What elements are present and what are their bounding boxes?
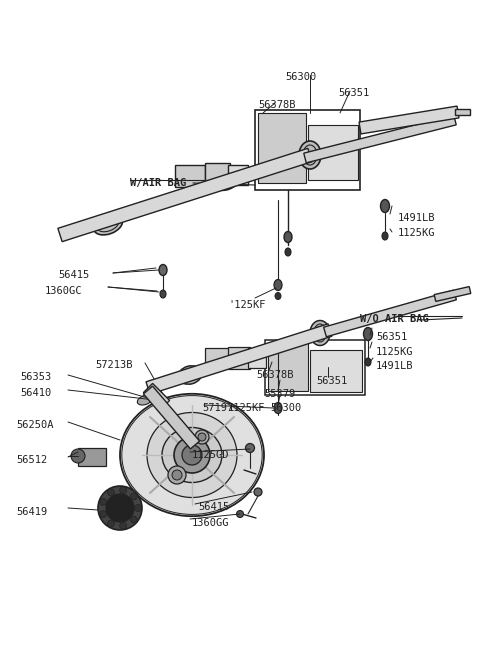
Ellipse shape	[178, 366, 202, 384]
Bar	[308, 125, 358, 180]
Polygon shape	[434, 286, 471, 302]
Text: 56353: 56353	[20, 372, 51, 382]
Text: 56300: 56300	[285, 72, 316, 82]
Polygon shape	[146, 324, 332, 394]
Text: '125KF: '125KF	[228, 300, 265, 310]
Ellipse shape	[237, 510, 243, 518]
Circle shape	[99, 499, 107, 505]
Bar	[258, 113, 306, 183]
Ellipse shape	[254, 488, 262, 496]
Text: 1125KG: 1125KG	[398, 228, 435, 238]
Ellipse shape	[381, 200, 389, 212]
Text: 56378B: 56378B	[258, 100, 296, 110]
Text: W/AIR BAG: W/AIR BAG	[130, 178, 186, 188]
Ellipse shape	[120, 394, 264, 516]
Text: 56351: 56351	[316, 376, 347, 386]
Text: 1360GG: 1360GG	[192, 518, 229, 528]
Polygon shape	[58, 148, 312, 242]
Circle shape	[120, 522, 127, 530]
Text: 1125GD: 1125GD	[192, 450, 229, 460]
Circle shape	[99, 510, 107, 518]
Ellipse shape	[274, 403, 282, 413]
Text: 1360GC: 1360GC	[45, 286, 83, 296]
Circle shape	[106, 494, 134, 522]
Ellipse shape	[160, 290, 166, 298]
Ellipse shape	[94, 215, 122, 235]
Bar	[268, 343, 308, 391]
Ellipse shape	[162, 428, 222, 482]
Ellipse shape	[365, 358, 371, 366]
Bar	[265, 340, 365, 395]
Ellipse shape	[299, 141, 321, 169]
Bar	[78, 448, 106, 466]
Text: 57213B: 57213B	[95, 360, 132, 370]
Ellipse shape	[382, 232, 388, 240]
Circle shape	[130, 516, 137, 523]
Ellipse shape	[245, 443, 254, 453]
Text: 56351: 56351	[376, 332, 407, 342]
Text: 56250A: 56250A	[16, 420, 53, 430]
Text: 1125KG: 1125KG	[376, 347, 413, 357]
Ellipse shape	[155, 399, 181, 421]
Circle shape	[168, 466, 186, 484]
Bar	[310, 350, 362, 392]
Circle shape	[198, 433, 206, 441]
Text: 56378B: 56378B	[256, 370, 293, 380]
Text: 57197: 57197	[202, 403, 233, 413]
Text: 56410: 56410	[20, 388, 51, 398]
Circle shape	[71, 449, 85, 463]
Bar	[255, 110, 360, 190]
Text: 1491LB: 1491LB	[398, 213, 435, 223]
Circle shape	[108, 520, 115, 527]
Ellipse shape	[211, 170, 239, 191]
Bar	[205, 348, 230, 368]
Ellipse shape	[284, 231, 292, 242]
Circle shape	[195, 430, 209, 444]
Text: 56351: 56351	[338, 88, 369, 98]
Circle shape	[182, 445, 202, 465]
Ellipse shape	[137, 395, 153, 405]
Text: 56512: 56512	[16, 455, 47, 465]
Ellipse shape	[159, 265, 167, 275]
Bar	[228, 347, 250, 369]
Polygon shape	[455, 109, 470, 115]
Text: 56415: 56415	[58, 270, 89, 280]
Text: 56415: 56415	[198, 502, 229, 512]
Circle shape	[98, 486, 142, 530]
Text: 1125KF: 1125KF	[228, 403, 265, 413]
Ellipse shape	[363, 327, 372, 340]
Circle shape	[174, 437, 210, 473]
Bar	[228, 165, 248, 185]
Polygon shape	[144, 384, 169, 409]
Bar	[175, 165, 205, 187]
Circle shape	[108, 489, 115, 496]
Polygon shape	[359, 106, 459, 134]
Ellipse shape	[275, 292, 281, 300]
Ellipse shape	[147, 413, 237, 497]
Polygon shape	[304, 115, 456, 163]
Circle shape	[172, 470, 182, 480]
Polygon shape	[324, 290, 456, 337]
Circle shape	[134, 505, 142, 512]
Circle shape	[130, 493, 137, 500]
Circle shape	[120, 487, 127, 494]
Polygon shape	[144, 386, 200, 449]
Ellipse shape	[285, 248, 291, 256]
Ellipse shape	[310, 321, 330, 346]
Ellipse shape	[274, 279, 282, 290]
Text: 56419: 56419	[16, 507, 47, 517]
Text: 56300: 56300	[270, 403, 301, 413]
Text: 1491LB: 1491LB	[376, 361, 413, 371]
Text: 55379: 55379	[264, 389, 295, 399]
Text: W/O AIR BAG: W/O AIR BAG	[360, 314, 429, 324]
Bar	[205, 163, 230, 187]
Bar	[248, 348, 266, 368]
